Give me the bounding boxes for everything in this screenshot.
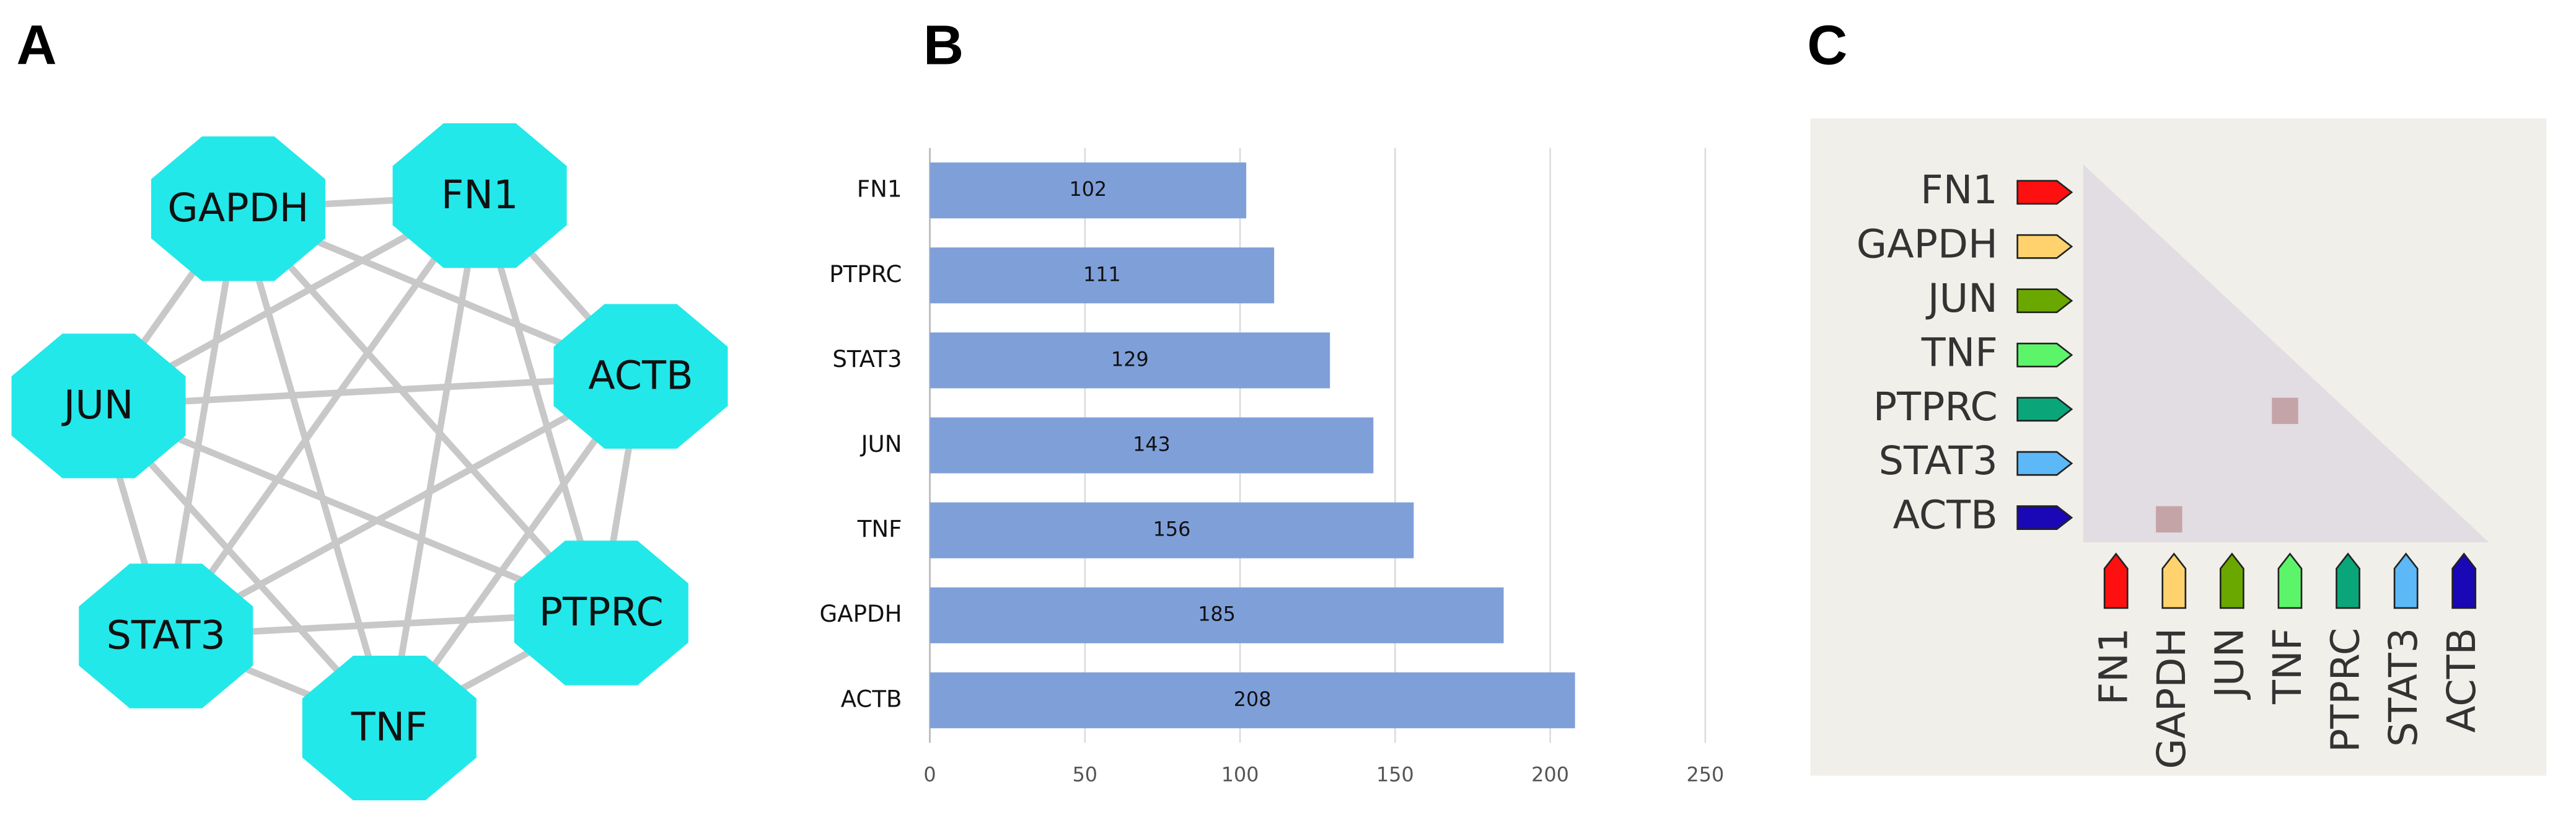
network-node (11, 333, 186, 479)
row-tag (2016, 397, 2073, 422)
column-tag (2277, 552, 2303, 609)
column-tag (2451, 552, 2477, 609)
network-edge (235, 208, 393, 730)
row-tag (2016, 505, 2073, 531)
network-edge (97, 402, 603, 616)
node-label: GAPDH (167, 185, 309, 231)
node-label: STAT3 (107, 612, 226, 658)
row-label: ACTB (1892, 493, 1997, 539)
network-node (79, 563, 253, 708)
network-edge (235, 206, 604, 615)
bar (930, 247, 1275, 304)
bar (930, 672, 1575, 728)
panel-label: C (1807, 14, 1847, 76)
panel-label: A (17, 14, 57, 76)
row-tag (2016, 234, 2073, 259)
y-tick-label: ACTB (841, 686, 902, 712)
node-label: PTPRC (539, 589, 664, 635)
y-tick-label: PTPRC (829, 261, 902, 288)
bar (930, 502, 1414, 558)
network-node (514, 540, 688, 686)
column-label: FN1 (2091, 628, 2137, 705)
value-label: 156 (1153, 518, 1191, 541)
value-label: 185 (1198, 602, 1236, 626)
column-label: ACTB (2439, 628, 2485, 733)
bar (930, 587, 1504, 643)
column-label: GAPDH (2149, 628, 2195, 769)
network-node (151, 136, 325, 281)
value-label: 102 (1069, 177, 1107, 201)
row-label: TNF (1921, 330, 1998, 376)
y-tick-label: TNF (857, 516, 902, 542)
matrix-cell (2272, 397, 2298, 425)
node-label: TNF (351, 705, 428, 751)
network-node (392, 123, 567, 268)
row-tag (2016, 288, 2073, 314)
row-tag (2016, 342, 2073, 368)
value-label: 129 (1111, 347, 1149, 371)
x-tick-label: 100 (1221, 762, 1259, 786)
node-label: FN1 (441, 172, 519, 218)
column-label: STAT3 (2381, 628, 2427, 747)
network-node (553, 304, 728, 449)
network-edge (98, 373, 641, 410)
value-label: 143 (1133, 433, 1171, 456)
row-label: FN1 (1920, 167, 1998, 213)
value-label: 208 (1234, 687, 1272, 711)
network-edge (163, 193, 483, 638)
column-tag (2219, 552, 2244, 609)
node-label: JUN (61, 382, 134, 428)
column-tag (2336, 552, 2360, 609)
row-tag (2016, 180, 2073, 205)
panel-label: B (923, 14, 964, 76)
row-label: JUN (1925, 276, 1998, 322)
network-edge (164, 373, 643, 639)
y-tick-label: GAPDH (819, 601, 902, 627)
column-tag (2103, 552, 2129, 609)
column-label: JUN (2207, 628, 2253, 700)
column-label: PTPRC (2323, 628, 2369, 752)
value-label: 111 (1083, 262, 1121, 286)
x-tick-label: 250 (1687, 762, 1725, 786)
network-node (302, 655, 477, 801)
x-tick-label: 200 (1531, 762, 1569, 786)
matrix-triangle (2083, 164, 2489, 542)
y-tick-label: JUN (860, 431, 902, 457)
row-label: STAT3 (1879, 438, 1998, 484)
x-tick-label: 0 (923, 762, 936, 786)
row-label: GAPDH (1857, 221, 1998, 267)
column-tag (2161, 552, 2187, 609)
column-tag (2393, 552, 2419, 609)
matrix-cell (2156, 506, 2183, 533)
row-tag (2016, 451, 2073, 476)
y-tick-label: FN1 (857, 176, 902, 203)
bar (930, 162, 1247, 219)
bar (930, 332, 1330, 389)
bar (930, 417, 1374, 474)
node-label: ACTB (588, 353, 693, 399)
column-label: TNF (2265, 628, 2311, 705)
network-edge (386, 195, 483, 729)
row-label: PTPRC (1873, 384, 1998, 430)
x-tick-label: 150 (1376, 762, 1414, 786)
x-tick-label: 50 (1073, 762, 1097, 786)
y-tick-label: STAT3 (832, 346, 902, 373)
